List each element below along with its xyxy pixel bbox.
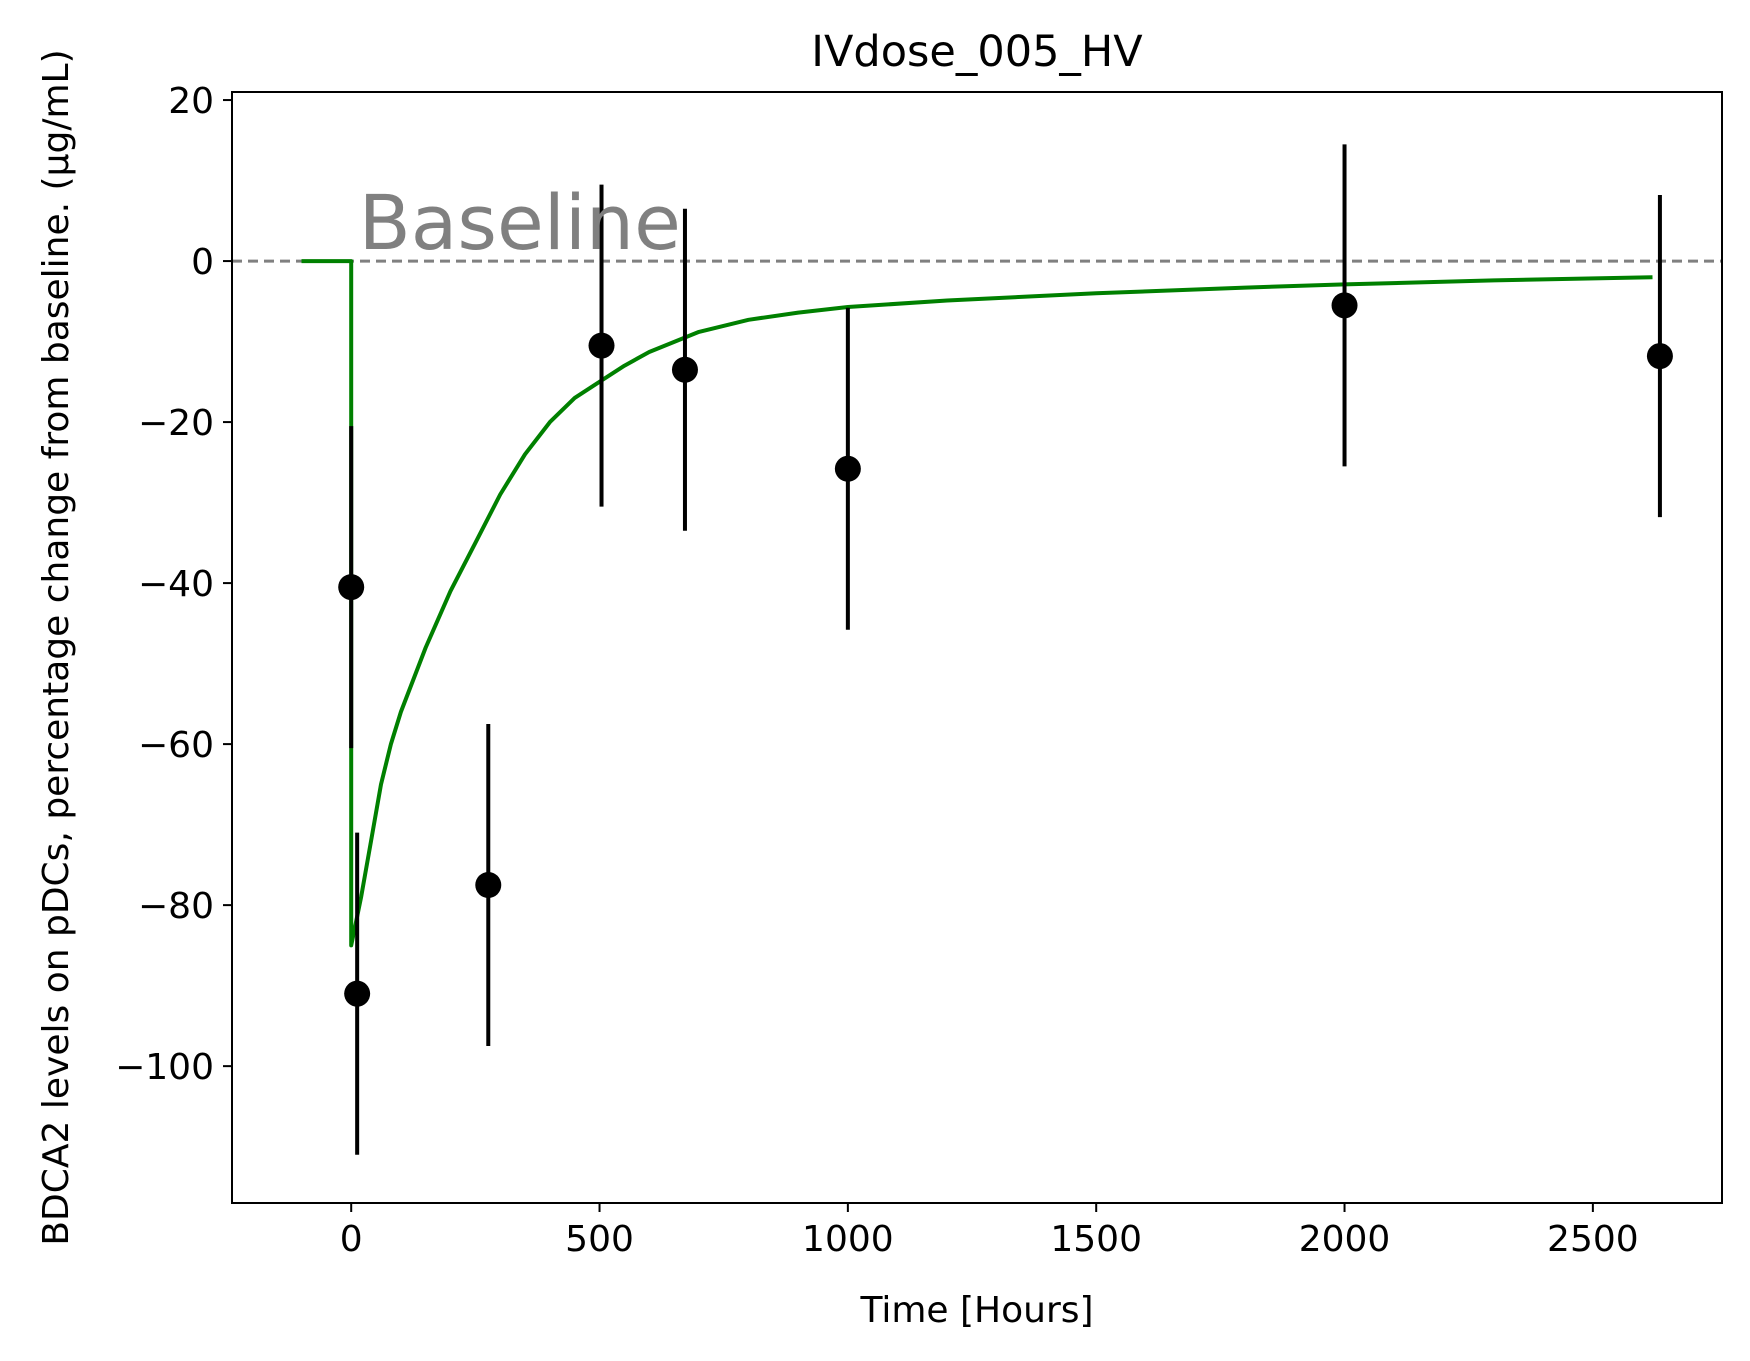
- y-tick-label: −100: [115, 1047, 214, 1088]
- x-tick-label: 1000: [802, 1219, 894, 1260]
- chart-title: IVdose_005_HV: [811, 27, 1143, 77]
- plot-area-frame: [231, 91, 1723, 1204]
- x-tick-label: 2500: [1547, 1219, 1639, 1260]
- model-curve-line: [301, 259, 1653, 948]
- x-axis-title: Time [Hours]: [859, 1290, 1093, 1331]
- data-point: [1646, 343, 1673, 370]
- y-tick-label: 0: [191, 242, 214, 283]
- x-tick-label: 500: [565, 1219, 634, 1260]
- x-tick-label: 2000: [1299, 1219, 1391, 1260]
- y-tick-label: 20: [168, 81, 214, 122]
- data-point: [671, 356, 698, 383]
- data-point: [588, 332, 615, 359]
- baseline-label: Baseline: [359, 178, 681, 267]
- data-point: [834, 455, 861, 482]
- y-tick-label: −60: [138, 725, 214, 766]
- data-point: [338, 574, 365, 601]
- data-point: [1331, 292, 1358, 319]
- y-tick-label: −40: [138, 564, 214, 605]
- data-point: [475, 871, 502, 898]
- data-point: [344, 980, 371, 1007]
- y-tick-label: −20: [138, 403, 214, 444]
- x-tick-label: 1500: [1050, 1219, 1142, 1260]
- x-tick-label: 0: [340, 1219, 363, 1260]
- y-axis-title: BDCA2 levels on pDCs, percentage change …: [36, 49, 77, 1245]
- y-tick-label: −80: [138, 886, 214, 927]
